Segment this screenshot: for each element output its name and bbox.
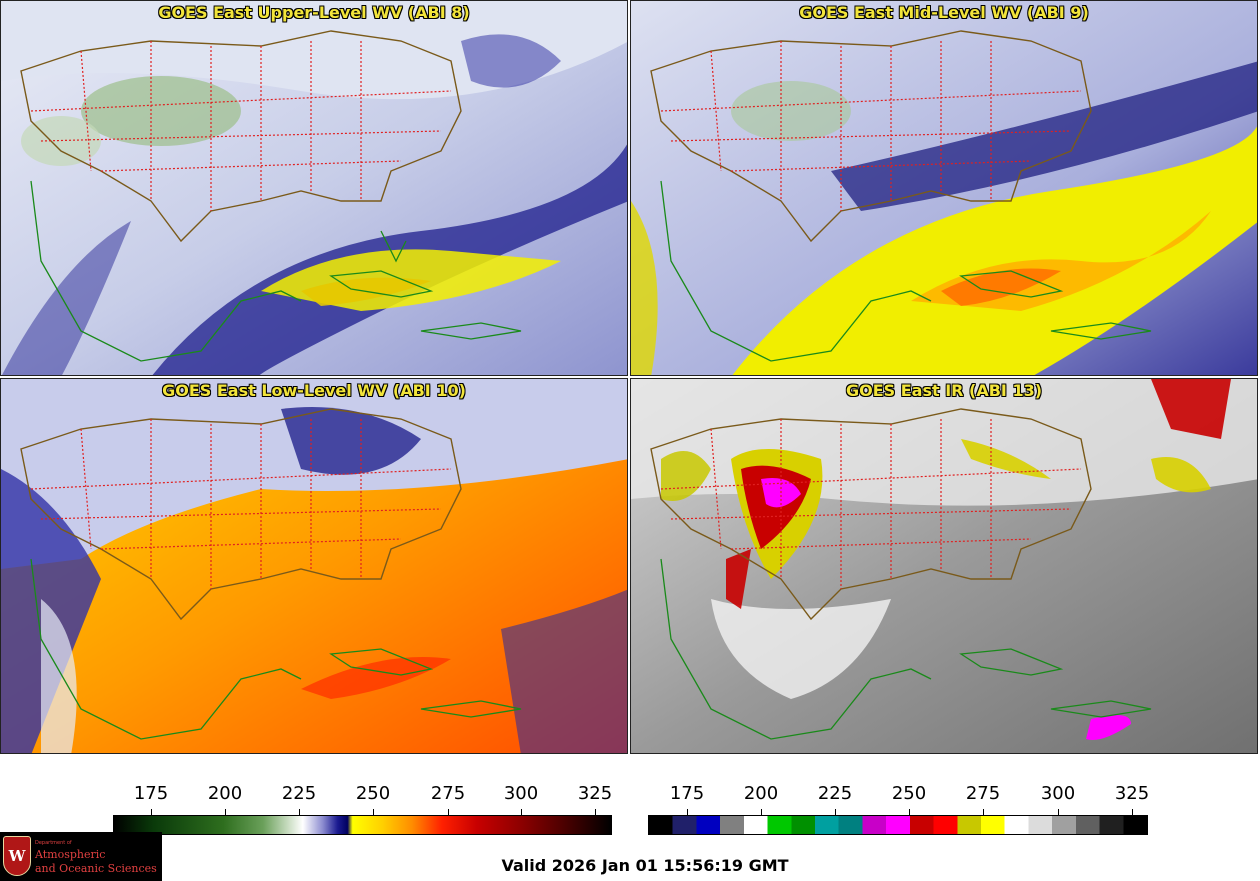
tick-mark: [761, 809, 762, 815]
tick-mark: [151, 809, 152, 815]
tick-mark: [909, 809, 910, 815]
ir-colorbar-ticks: 175 200 225 250 275 300 325: [648, 783, 1150, 807]
panel-title: GOES East IR (ABI 13): [845, 381, 1043, 400]
panel-title: GOES East Low-Level WV (ABI 10): [162, 381, 466, 400]
tick-label: 225: [817, 783, 853, 804]
tick-mark: [521, 809, 522, 815]
tick-label: 225: [281, 783, 317, 804]
tick-label: 275: [430, 783, 466, 804]
wv-colorbar-ticks: 175 200 225 250 275 300 325: [113, 783, 612, 807]
panel-mid-level-wv: GOES East Mid-Level WV (ABI 9): [630, 0, 1258, 376]
tick-label: 200: [207, 783, 243, 804]
tick-mark: [1132, 809, 1133, 815]
tick-mark: [983, 809, 984, 815]
valid-time-label: Valid 2026 Jan 01 15:56:19 GMT: [501, 856, 789, 875]
tick-label: 300: [1040, 783, 1076, 804]
uw-crest-icon: W: [3, 836, 31, 876]
mid-level-wv-image: [631, 1, 1257, 375]
tick-mark: [687, 809, 688, 815]
tick-label: 250: [355, 783, 391, 804]
tick-label: 325: [577, 783, 613, 804]
panel-title: GOES East Mid-Level WV (ABI 9): [799, 3, 1089, 22]
tick-mark: [225, 809, 226, 815]
wv-colorbar: [113, 815, 612, 835]
logo-line1: Atmospheric: [35, 848, 106, 861]
panel-low-level-wv: GOES East Low-Level WV (ABI 10): [0, 378, 628, 754]
tick-mark: [373, 809, 374, 815]
tick-label: 200: [743, 783, 779, 804]
tick-label: 325: [1114, 783, 1150, 804]
infrared-image: [631, 379, 1257, 753]
aos-logo: W Department of Atmospheric and Oceanic …: [0, 832, 162, 881]
panel-infrared: GOES East IR (ABI 13): [630, 378, 1258, 754]
tick-label: 250: [891, 783, 927, 804]
tick-label: 300: [503, 783, 539, 804]
tick-label: 175: [669, 783, 705, 804]
panel-upper-level-wv: GOES East Upper-Level WV (ABI 8): [0, 0, 628, 376]
tick-label: 175: [133, 783, 169, 804]
tick-mark: [835, 809, 836, 815]
logo-line2: and Oceanic Sciences: [35, 862, 157, 875]
tick-mark: [1058, 809, 1059, 815]
tick-mark: [299, 809, 300, 815]
upper-level-wv-image: [1, 1, 627, 375]
tick-label: 275: [965, 783, 1001, 804]
tick-mark: [595, 809, 596, 815]
tick-mark: [448, 809, 449, 815]
ir-colorbar: [648, 815, 1148, 835]
logo-department: Department of: [35, 840, 72, 846]
panel-title: GOES East Upper-Level WV (ABI 8): [158, 3, 470, 22]
low-level-wv-image: [1, 379, 627, 753]
